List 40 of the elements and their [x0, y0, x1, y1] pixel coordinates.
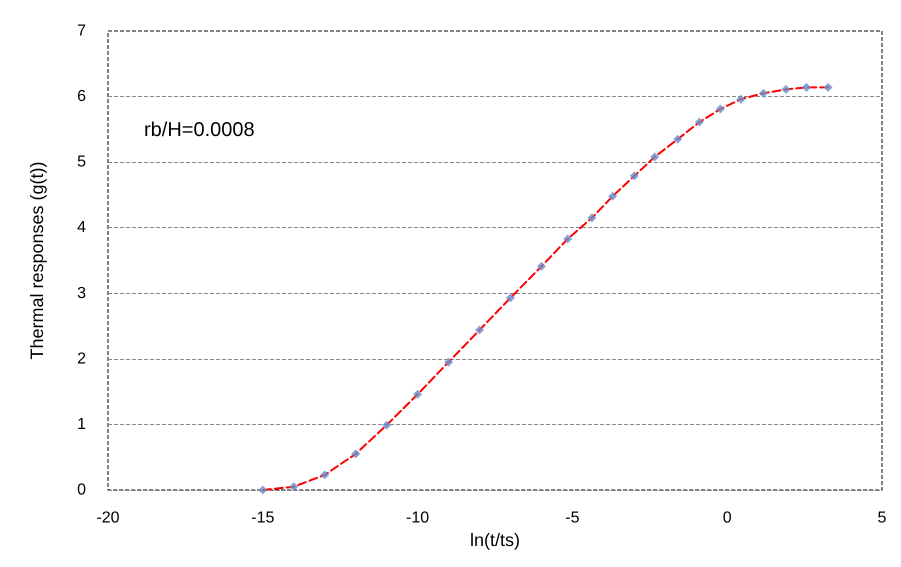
- y-tick-label: 6: [77, 88, 86, 106]
- y-axis-title: Thermal responses (g(t)): [27, 161, 47, 360]
- y-tick-label: 4: [77, 219, 86, 236]
- point: [506, 293, 515, 302]
- point: [536, 262, 546, 271]
- point: [758, 88, 768, 98]
- y-tick-label: 3: [77, 284, 86, 302]
- point: [351, 449, 360, 458]
- y-tick-label: 7: [77, 22, 86, 40]
- point: [630, 171, 639, 180]
- point: [824, 82, 833, 92]
- x-tick-label: -10: [406, 510, 430, 526]
- x-tick-label: 0: [722, 510, 732, 526]
- point: [320, 470, 330, 480]
- x-axis-title: ln(t/ts): [470, 530, 520, 550]
- y-tick-label: 2: [77, 350, 86, 368]
- point: [694, 118, 704, 127]
- point: [563, 234, 572, 244]
- point: [475, 326, 484, 335]
- x-tick-label: -5: [565, 510, 580, 526]
- point: [587, 213, 596, 222]
- y-tick-label: 1: [77, 416, 86, 433]
- point: [782, 84, 791, 94]
- point: [444, 358, 454, 367]
- point: [673, 134, 682, 144]
- x-tick-label: -15: [251, 510, 274, 526]
- point: [289, 482, 298, 492]
- point: [258, 486, 268, 494]
- annotation: rb/H=0.0008: [144, 119, 255, 141]
- point: [802, 82, 811, 92]
- point: [608, 192, 618, 201]
- x-tick-label: 5: [878, 510, 887, 526]
- point: [413, 390, 422, 399]
- x-tick-label: -20: [96, 510, 120, 526]
- point: [716, 104, 725, 114]
- point: [650, 152, 660, 162]
- point: [736, 94, 746, 104]
- y-tick-label: 5: [77, 154, 86, 171]
- point: [382, 420, 392, 430]
- y-tick-label: 0: [77, 482, 86, 498]
